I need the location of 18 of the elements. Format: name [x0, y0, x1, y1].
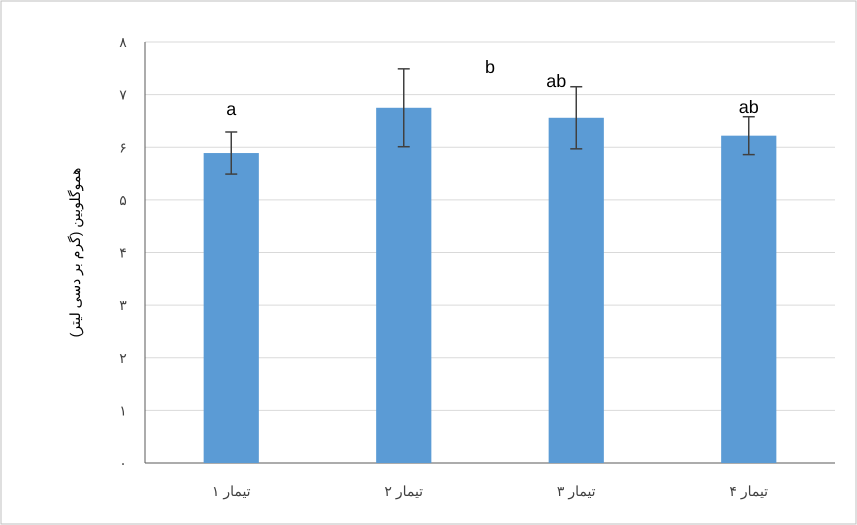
y-tick-label: ۱: [119, 402, 127, 418]
x-tick-label: تیمار ۴: [729, 483, 768, 500]
annotation: a: [226, 99, 238, 119]
annotation: ab: [738, 97, 759, 117]
y-axis-title: هموگلوبین (گرم بر دسی لیتر): [67, 168, 84, 338]
annotation: ab: [546, 71, 566, 91]
y-tick-label: ۵: [119, 192, 127, 208]
y-tick-label: ۶: [119, 139, 127, 156]
y-tick-label: ۷: [119, 86, 128, 103]
y-tick-label: ۸: [119, 34, 128, 50]
y-tick-label: ۰: [119, 455, 127, 471]
x-tick-label: تیمار ۱: [212, 483, 251, 500]
y-tick-label: ۳: [119, 297, 128, 314]
annotation: b: [484, 57, 496, 77]
x-tick-label: تیمار ۳: [556, 483, 596, 500]
x-tick-label: تیمار ۲: [384, 483, 424, 500]
y-tick-label: ۴: [119, 244, 127, 260]
y-tick-label: ۲: [119, 350, 127, 366]
